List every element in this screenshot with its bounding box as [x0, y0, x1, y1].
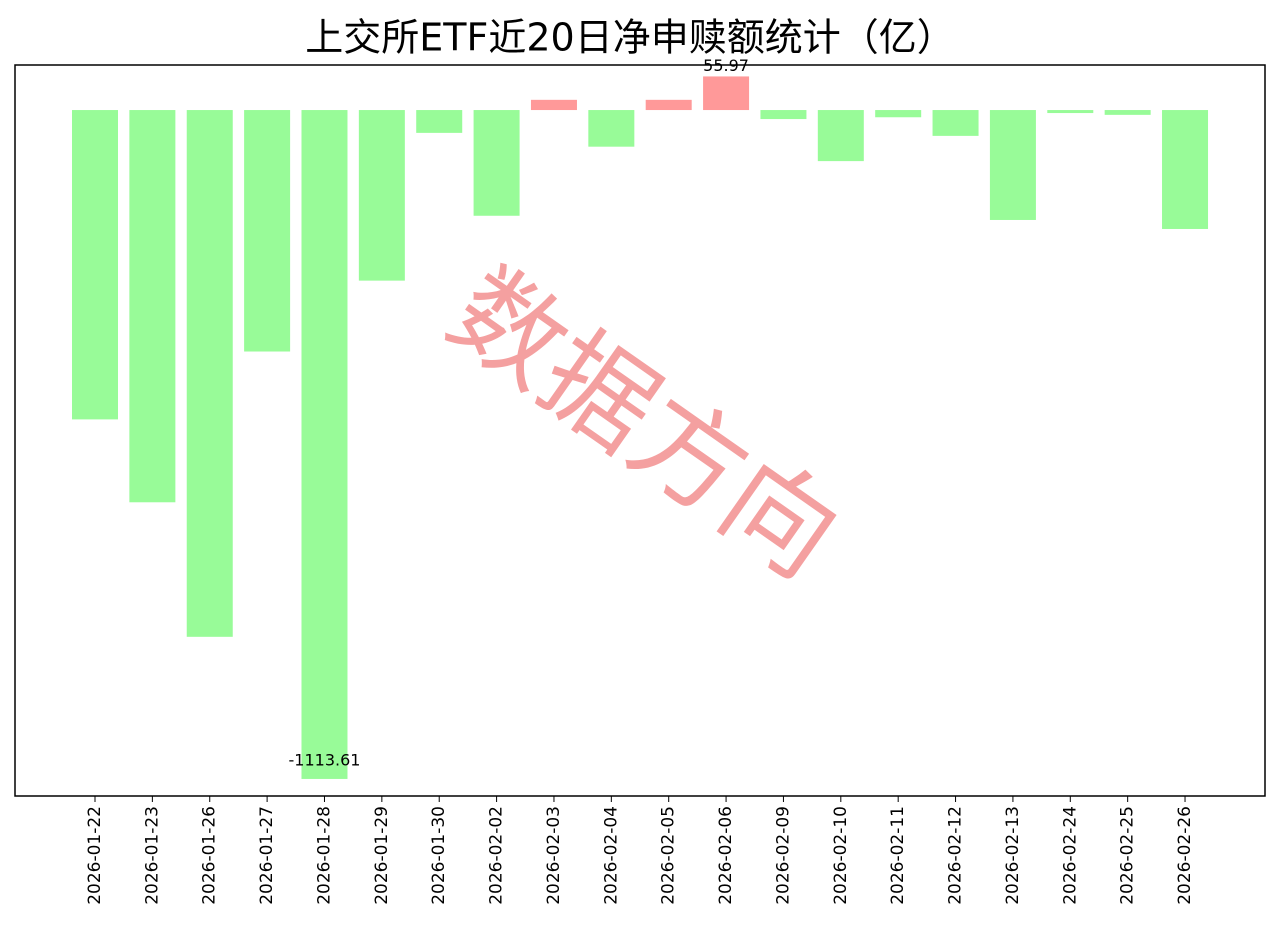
bar [588, 110, 635, 147]
bar [703, 76, 750, 111]
plot-frame [14, 64, 1266, 797]
bar [932, 110, 979, 136]
x-tick-label: 2026-01-27 [257, 806, 277, 905]
data-label: 55.97 [703, 56, 749, 75]
bar [645, 99, 692, 111]
x-tick-label: 2026-01-30 [429, 806, 449, 905]
bar [817, 110, 864, 162]
bar [530, 99, 577, 111]
x-tick-label: 2026-01-22 [85, 806, 105, 905]
x-tick-label: 2026-02-02 [487, 806, 507, 905]
x-tick-label: 2026-02-25 [1118, 806, 1138, 905]
x-tick-label: 2026-02-12 [946, 806, 966, 905]
bar [358, 110, 405, 281]
bar [244, 110, 291, 352]
bar [186, 110, 233, 637]
x-tick-label: 2026-01-23 [142, 806, 162, 905]
x-tick-label: 2026-02-03 [544, 806, 564, 905]
bar [473, 110, 520, 216]
x-tick-label: 2026-02-11 [888, 806, 908, 905]
x-tick-label: 2026-02-26 [1175, 806, 1195, 905]
bar [72, 110, 118, 420]
bar [875, 110, 922, 118]
bar [416, 110, 463, 133]
bar [1047, 110, 1094, 114]
x-tick-label: 2026-02-24 [1060, 806, 1080, 905]
watermark: 数据方向 [428, 245, 862, 602]
x-tick-label: 2026-02-04 [601, 806, 621, 905]
data-label: -1113.61 [289, 750, 361, 769]
bar [1104, 110, 1151, 115]
x-tick-label: 2026-02-13 [1003, 806, 1023, 905]
x-tick-label: 2026-02-09 [773, 806, 793, 905]
bar [129, 110, 176, 503]
x-tick-label: 2026-02-05 [659, 806, 679, 905]
x-tick-label: 2026-02-10 [831, 806, 851, 905]
bar [1162, 110, 1209, 229]
bar [989, 110, 1036, 220]
x-tick-label: 2026-01-28 [314, 806, 334, 905]
bar [301, 110, 348, 779]
x-tick-label: 2026-02-06 [716, 806, 736, 905]
chart-title: 上交所ETF近20日净申赎额统计（亿） [305, 16, 954, 60]
x-tick-label: 2026-01-29 [372, 806, 392, 905]
x-tick-label: 2026-01-26 [200, 806, 220, 905]
bar [760, 110, 807, 120]
